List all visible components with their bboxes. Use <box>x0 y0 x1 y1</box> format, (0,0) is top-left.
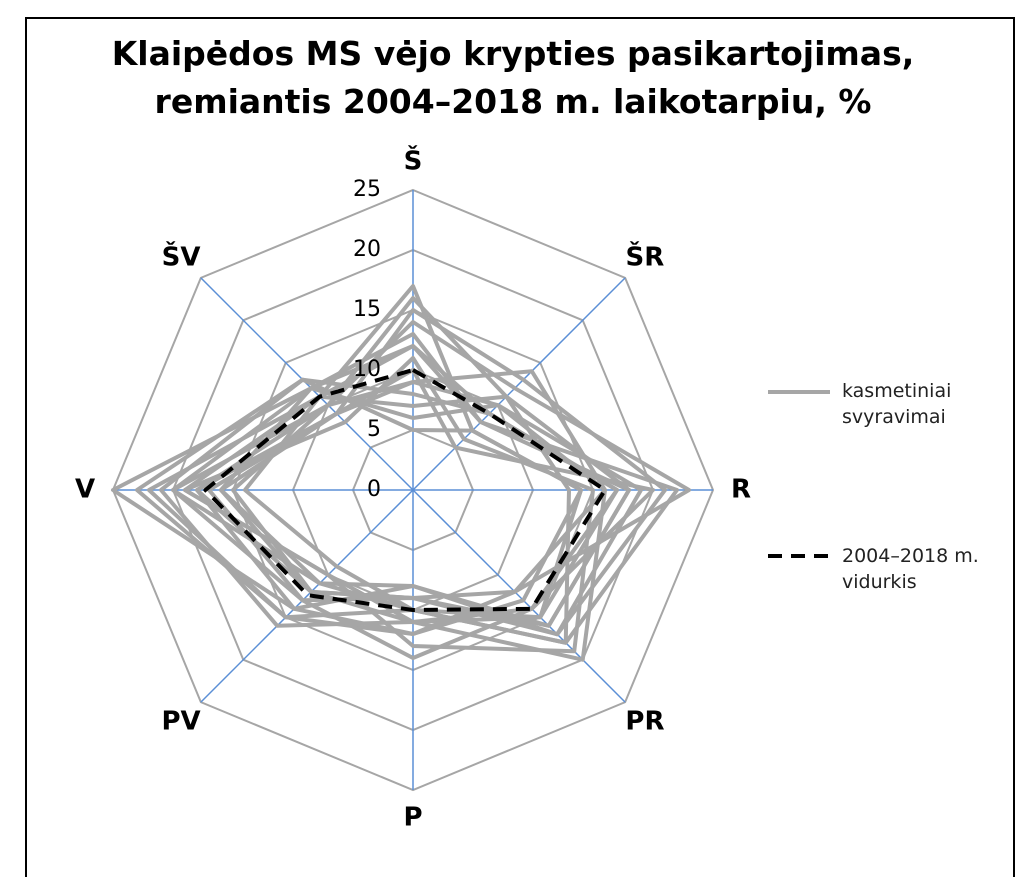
category-label: R <box>731 475 751 505</box>
y-tick-label: 15 <box>353 297 381 322</box>
annual-line <box>171 332 631 628</box>
spoke <box>200 489 414 703</box>
average-line <box>203 368 607 612</box>
y-tick-label: 20 <box>353 237 381 262</box>
spoke <box>412 489 626 703</box>
category-label: PV <box>161 706 200 736</box>
y-tick-label: 25 <box>353 177 381 202</box>
annual-line <box>183 344 619 624</box>
spoke <box>412 277 626 491</box>
category-label: V <box>75 475 95 505</box>
category-label: P <box>403 803 422 833</box>
y-tick-label: 5 <box>367 417 381 442</box>
category-label: Š <box>404 145 423 177</box>
annual-line <box>207 368 655 660</box>
spoke <box>200 277 414 491</box>
category-label: PR <box>625 706 664 736</box>
legend-label: 2004–2018 m. vidurkis <box>842 545 979 593</box>
annual-line <box>195 380 607 636</box>
y-tick-label: 10 <box>353 357 381 382</box>
chart-title: Klaipėdos MS vėjo krypties pasikartojima… <box>111 34 915 121</box>
y-tick-label: 0 <box>367 477 381 502</box>
frame <box>25 17 1015 877</box>
category-label: ŠV <box>162 241 201 273</box>
category-label: ŠR <box>626 241 665 273</box>
legend-label: kasmetiniai svyravimai <box>842 380 952 428</box>
annual-line <box>219 308 667 637</box>
